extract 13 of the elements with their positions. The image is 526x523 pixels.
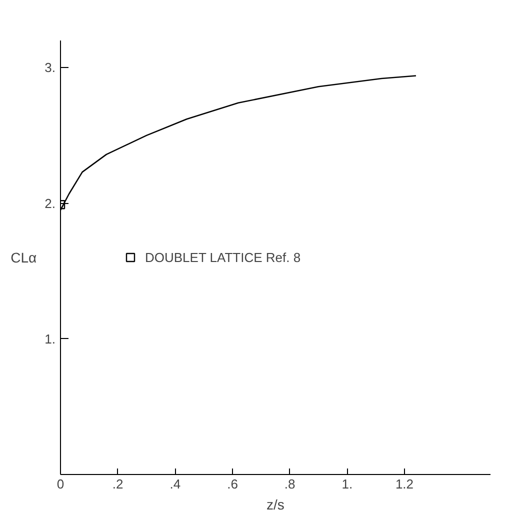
x-tick-label: 1.2 xyxy=(395,476,414,492)
x-tick-label: 1. xyxy=(342,476,353,492)
legend-label: DOUBLET LATTICE Ref. 8 xyxy=(145,250,301,264)
x-axis-title: z/s xyxy=(266,496,284,512)
x-tick-label: .2 xyxy=(112,476,124,492)
y-tick-label: 3. xyxy=(44,60,56,76)
x-tick-label: .8 xyxy=(284,476,296,492)
x-tick-label: .6 xyxy=(227,476,238,492)
x-tick-label: .4 xyxy=(170,476,181,492)
y-axis-title: CLα xyxy=(10,250,37,266)
y-tick-label: 2. xyxy=(44,196,56,211)
y-tick-label: 1. xyxy=(44,331,56,346)
x-tick-label: 0 xyxy=(56,476,64,492)
